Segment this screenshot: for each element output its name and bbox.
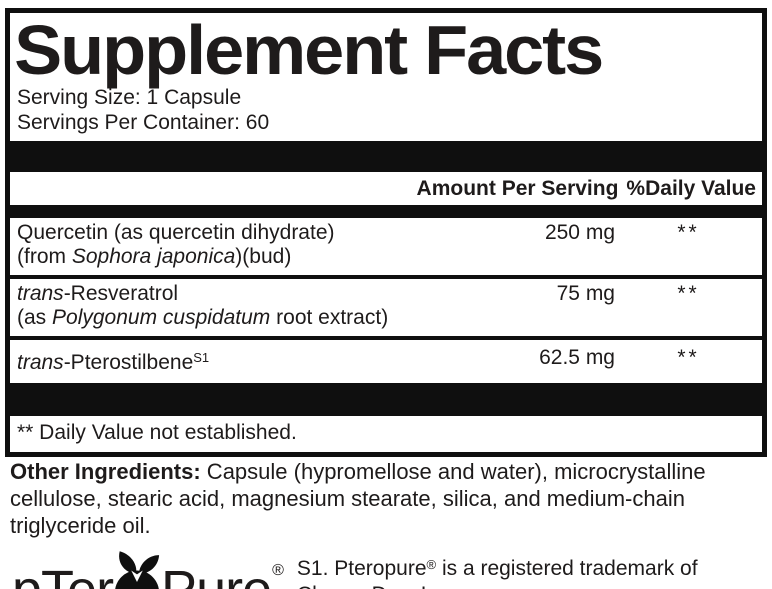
daily-value-cell: **	[677, 282, 700, 305]
trademark-note-line2: ChromaDex, Inc.	[297, 582, 698, 589]
other-ingredients-paragraph: Other Ingredients: Capsule (hypromellose…	[10, 458, 766, 539]
ingredient-name: Quercetin (as quercetin dihydrate) (from…	[10, 221, 485, 269]
logo-text-left: pTer	[12, 563, 114, 589]
footnote-marker-s1: S1	[193, 350, 210, 365]
supplement-facts-panel: Supplement Facts Serving Size: 1 Capsule…	[5, 8, 767, 457]
medium-divider-under-headers	[10, 205, 762, 218]
servings-per-container-text: Servings Per Container: 60	[17, 111, 270, 134]
ingredient-name: trans-Resveratrol (as Polygonum cuspidat…	[10, 282, 485, 330]
daily-value-cell: **	[677, 346, 700, 369]
pteropure-berry-icon	[112, 549, 162, 589]
registered-mark-inline: ®	[426, 557, 437, 572]
daily-value-footnote: ** Daily Value not established.	[17, 421, 297, 444]
ingredient-name-line1: trans-Resveratrol	[17, 282, 179, 305]
ingredient-name-line2: (from Sophora japonica)(bud)	[17, 245, 292, 268]
daily-value-header: %Daily Value	[626, 177, 756, 200]
amount-per-serving-header: Amount Per Serving	[416, 177, 619, 200]
logo-text-right: Pure	[161, 563, 272, 589]
trademark-note: S1. Pteropure® is a registered trademark…	[297, 543, 698, 589]
row-separator	[10, 336, 762, 340]
ingredient-name: trans-PterostilbeneS1	[10, 346, 485, 375]
table-row-resveratrol: trans-Resveratrol (as Polygonum cuspidat…	[10, 279, 762, 336]
trademark-note-line1: S1. Pteropure® is a registered trademark…	[296, 557, 698, 580]
ingredient-name-line2: (as Polygonum cuspidatum root extract)	[17, 306, 389, 329]
ingredient-name-line1: trans-PterostilbeneS1	[17, 350, 210, 374]
table-row-quercetin: Quercetin (as quercetin dihydrate) (from…	[10, 218, 762, 275]
other-ingredients-text: Capsule (hypromellose and water), microc…	[10, 459, 706, 538]
serving-size-text: Serving Size: 1 Capsule	[17, 86, 242, 109]
column-headers: Amount Per Serving %Daily Value	[10, 172, 762, 205]
amount-value: 250 mg	[544, 221, 615, 244]
amount-value: 62.5 mg	[539, 346, 615, 369]
ingredient-name-line1: Quercetin (as quercetin dihydrate)	[17, 221, 335, 244]
trademark-row: pTer Pure ® S1. Pteropure® is a register…	[12, 543, 772, 589]
daily-value-cell: **	[677, 221, 700, 244]
thick-divider-bottom	[10, 383, 762, 416]
other-ingredients-label: Other Ingredients:	[10, 459, 201, 484]
below-panel-area: Other Ingredients: Capsule (hypromellose…	[0, 449, 772, 589]
row-separator	[10, 275, 762, 279]
panel-title: Supplement Facts	[14, 11, 604, 89]
thick-divider-top	[10, 141, 762, 172]
table-row-pterostilbene: trans-PterostilbeneS1 62.5 mg **	[10, 340, 762, 383]
pteropure-logo: pTer Pure ®	[12, 543, 284, 589]
registered-mark-icon: ®	[272, 562, 284, 579]
amount-value: 75 mg	[556, 282, 615, 305]
